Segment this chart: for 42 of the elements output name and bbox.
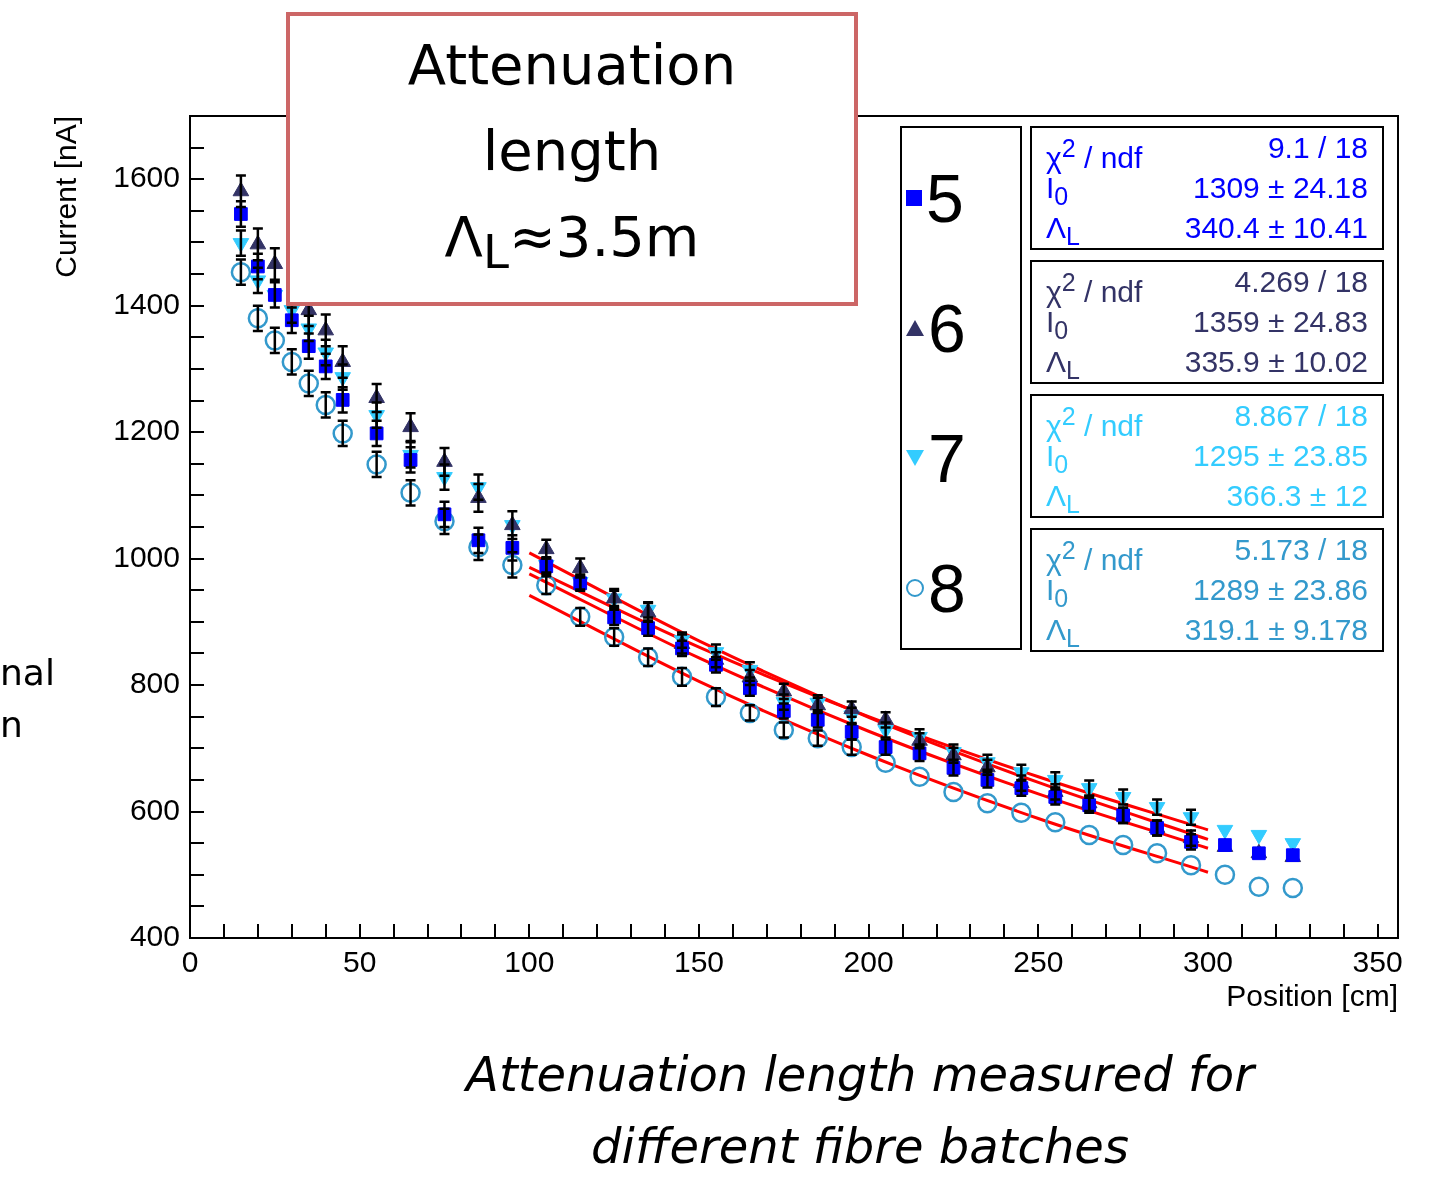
annotation: Λ$_{L}$ [1046, 613, 1080, 652]
annotation: 1309 ± 24.18 [1193, 170, 1368, 206]
annotation: Λ$_{L}$ [1046, 479, 1080, 518]
y-tick-label: 1000 [113, 539, 180, 573]
legend-label: 5 [926, 159, 964, 238]
legend-label: 7 [928, 419, 966, 498]
y-tick-label: 800 [129, 666, 180, 700]
annotation: 4.269 / 18 [1234, 264, 1368, 300]
x-tick-label: 100 [504, 945, 555, 979]
y-axis-title: Current [nA] [49, 116, 83, 278]
annotation: Λ$_{L}$ [1046, 345, 1080, 384]
y-tick-label: 1400 [113, 286, 180, 320]
annotation: 9.1 / 18 [1267, 130, 1368, 166]
x-tick-label: 250 [1013, 945, 1064, 979]
y-tick-label: 1600 [113, 160, 180, 194]
x-tick-label: 150 [673, 945, 725, 979]
x-tick-label: 300 [1182, 945, 1234, 979]
annotation: 335.9 ± 10.02 [1184, 344, 1368, 380]
annotation: 366.3 ± 12 [1226, 478, 1368, 514]
annotation: 1295 ± 23.85 [1193, 438, 1368, 474]
x-tick-label: 200 [843, 945, 894, 979]
annotation: 1359 ± 24.83 [1193, 304, 1368, 340]
annotation: 1289 ± 23.86 [1193, 572, 1368, 608]
legend-label: 6 [928, 289, 966, 368]
y-tick-label: 400 [129, 919, 180, 953]
annotation: 319.1 ± 9.178 [1184, 612, 1368, 648]
x-tick-label: 0 [181, 945, 199, 979]
annotation: 8.867 / 18 [1234, 398, 1368, 434]
x-tick-label: 50 [342, 945, 377, 979]
text: Attenuation length measured for different fibre batches [462, 1045, 1258, 1176]
annotation: 340.4 ± 10.41 [1184, 210, 1368, 246]
text: nal [0, 652, 55, 693]
text-frame: Attenuation length Λ$_{L}$≈3.5m [286, 12, 858, 306]
annotation: 5.173 / 18 [1234, 532, 1368, 568]
x-tick-label: 350 [1352, 945, 1403, 979]
annotation: Λ$_{L}$ [1046, 211, 1080, 250]
chart-title: Attenuation length Λ$_{L}$≈3.5m [406, 31, 738, 282]
legend-label: 8 [928, 549, 966, 628]
y-tick-label: 1200 [113, 413, 180, 447]
text: n [0, 704, 23, 745]
y-tick-label: 600 [129, 792, 180, 826]
x-axis-title: Position [cm] [1226, 979, 1398, 1013]
